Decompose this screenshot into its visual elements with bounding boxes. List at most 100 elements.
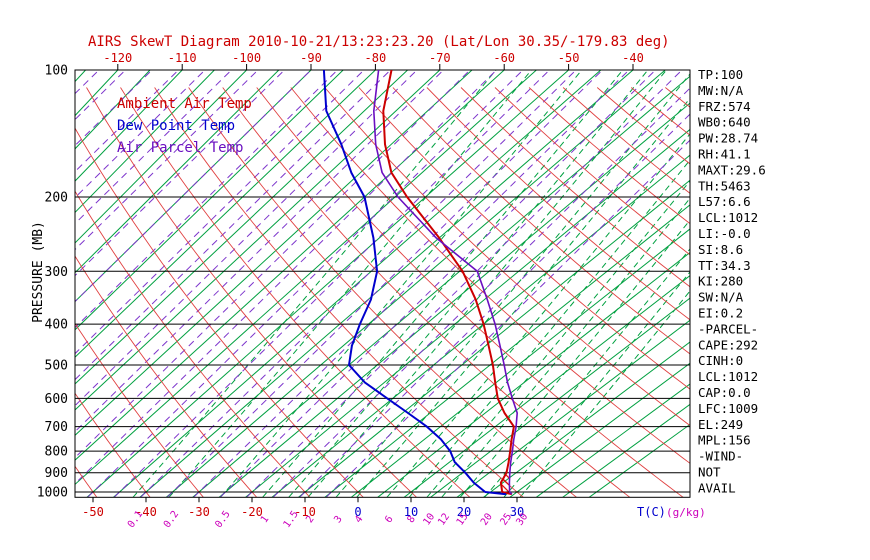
moist-adiabat-line (113, 70, 550, 498)
bottom-temp-label: 30 (510, 505, 524, 519)
sounding-curves (322, 70, 519, 496)
mixing-ratio-label: 4 (353, 514, 365, 525)
side-panel-item: EI:0.2 (698, 306, 743, 321)
dry-adiabat-line (460, 87, 690, 288)
mixing-ratio-line (408, 159, 690, 498)
pressure-label: 300 (45, 265, 68, 280)
pressure-label: 600 (45, 392, 68, 407)
pressure-label: 900 (45, 466, 68, 481)
moist-adiabat-line (87, 70, 524, 498)
isotherm-line (139, 70, 634, 498)
temp-axis-label: T(C) (637, 505, 666, 519)
mixing-ratio-line (219, 70, 583, 498)
side-panel-item: RH:41.1 (698, 147, 751, 162)
dry-adiabat-line (75, 255, 258, 498)
bottom-temp-label: -20 (241, 505, 263, 519)
dry-adiabat-line (75, 322, 204, 498)
moist-adiabat-line (75, 70, 232, 225)
mixing-ratio-line (441, 197, 690, 498)
isotherm-line (75, 70, 247, 244)
mixing-ratio-line (519, 290, 690, 498)
mixing-ratio-line (132, 70, 497, 498)
bottom-temp-label: -40 (135, 505, 157, 519)
dry-adiabat-line (154, 87, 524, 498)
moist-adiabat-line (246, 70, 683, 498)
moist-adiabat-line (75, 70, 444, 433)
isotherm-line (75, 70, 215, 214)
side-panel-item: FRZ:574 (698, 99, 751, 114)
side-panel-item: CINH:0 (698, 353, 743, 368)
isotherm-line (75, 70, 473, 437)
plot-frame (74, 69, 691, 498)
isotherm-line (324, 204, 690, 498)
isotherm-line (75, 70, 441, 411)
isotherm-line (75, 70, 344, 331)
isotherm-line (588, 423, 690, 498)
isotherm-line (350, 228, 690, 498)
isotherm-line (562, 403, 690, 498)
top-temp-label: -60 (493, 51, 515, 65)
mixing-ratio-label: 3 (332, 514, 344, 525)
mixing-units-label: (g/kg) (666, 506, 706, 519)
dry-adiabat-line (324, 87, 690, 427)
side-panel-item: LFC:1009 (698, 401, 758, 416)
isotherm-line (483, 341, 690, 498)
bottom-temp-label: -10 (294, 505, 316, 519)
moist-adiabat-line (75, 70, 312, 303)
dry-adiabat-line (665, 87, 690, 108)
isotherm-line (86, 70, 569, 498)
dry-adiabat-line (426, 87, 690, 321)
mixing-ratio-label: 12 (436, 511, 452, 527)
grid-layer (0, 69, 691, 498)
moist-adiabat-line (325, 139, 690, 498)
moist-adiabat-line (75, 70, 471, 459)
moist-adiabat-line (75, 70, 365, 355)
isotherm-line (75, 70, 280, 274)
dry-adiabat-line (75, 127, 364, 498)
side-panel-item: PW:28.74 (698, 131, 758, 146)
side-panel-item: AVAIL (698, 480, 736, 495)
moist-adiabat-line (193, 70, 630, 498)
isotherm-line (75, 70, 408, 385)
mixing-ratio-label: 0.2 (162, 509, 181, 530)
side-panel-item: NOT (698, 465, 721, 480)
side-panel-item: -PARCEL- (698, 321, 758, 336)
pressure-axis-label: PRESSURE (MB) (31, 221, 46, 323)
dry-adiabat-line (75, 465, 98, 498)
side-panel-item: WB0:640 (698, 115, 751, 130)
pressure-label: 1000 (37, 486, 68, 501)
side-panel-item: EL:249 (698, 417, 743, 432)
pressure-label: 700 (45, 420, 68, 435)
top-temp-label: -50 (558, 51, 580, 65)
ambient-temp-curve (382, 70, 515, 496)
dry-adiabat-line (494, 87, 690, 256)
isotherm-line (403, 274, 690, 498)
mixing-ratio-line (426, 180, 690, 498)
side-panel-item: TP:100 (698, 67, 743, 82)
pressure-label: 100 (45, 64, 68, 79)
top-temp-label: -100 (232, 51, 261, 65)
isotherm-line (0, 70, 21, 497)
dry-adiabat-line (86, 87, 418, 498)
top-temp-label: -110 (168, 51, 197, 65)
moist-adiabat-line (75, 70, 285, 277)
moist-adiabat-line (75, 70, 497, 485)
dry-adiabat-line (188, 87, 577, 498)
isotherm-line (75, 70, 376, 358)
dry-adiabat-line (392, 87, 690, 355)
bottom-temp-label: 0 (354, 505, 361, 519)
dry-adiabat-line (222, 87, 631, 498)
side-panel-item: LI:-0.0 (698, 226, 751, 241)
side-panel-item: LCL:1012 (698, 210, 758, 225)
top-temp-label: -90 (300, 51, 322, 65)
side-panel-item: KI:280 (698, 274, 743, 289)
moist-adiabat-line (75, 70, 259, 251)
side-panel-item: CAP:0.0 (698, 385, 751, 400)
isotherm-line (75, 70, 537, 486)
side-panel-item: CAPE:292 (698, 337, 758, 352)
side-panel-item: LCL:1012 (698, 369, 758, 384)
dry-adiabat-line (75, 392, 151, 498)
mixing-ratio-label: 6 (383, 514, 395, 525)
moist-adiabat-line (75, 70, 179, 173)
side-panel-item: MW:N/A (698, 83, 744, 98)
